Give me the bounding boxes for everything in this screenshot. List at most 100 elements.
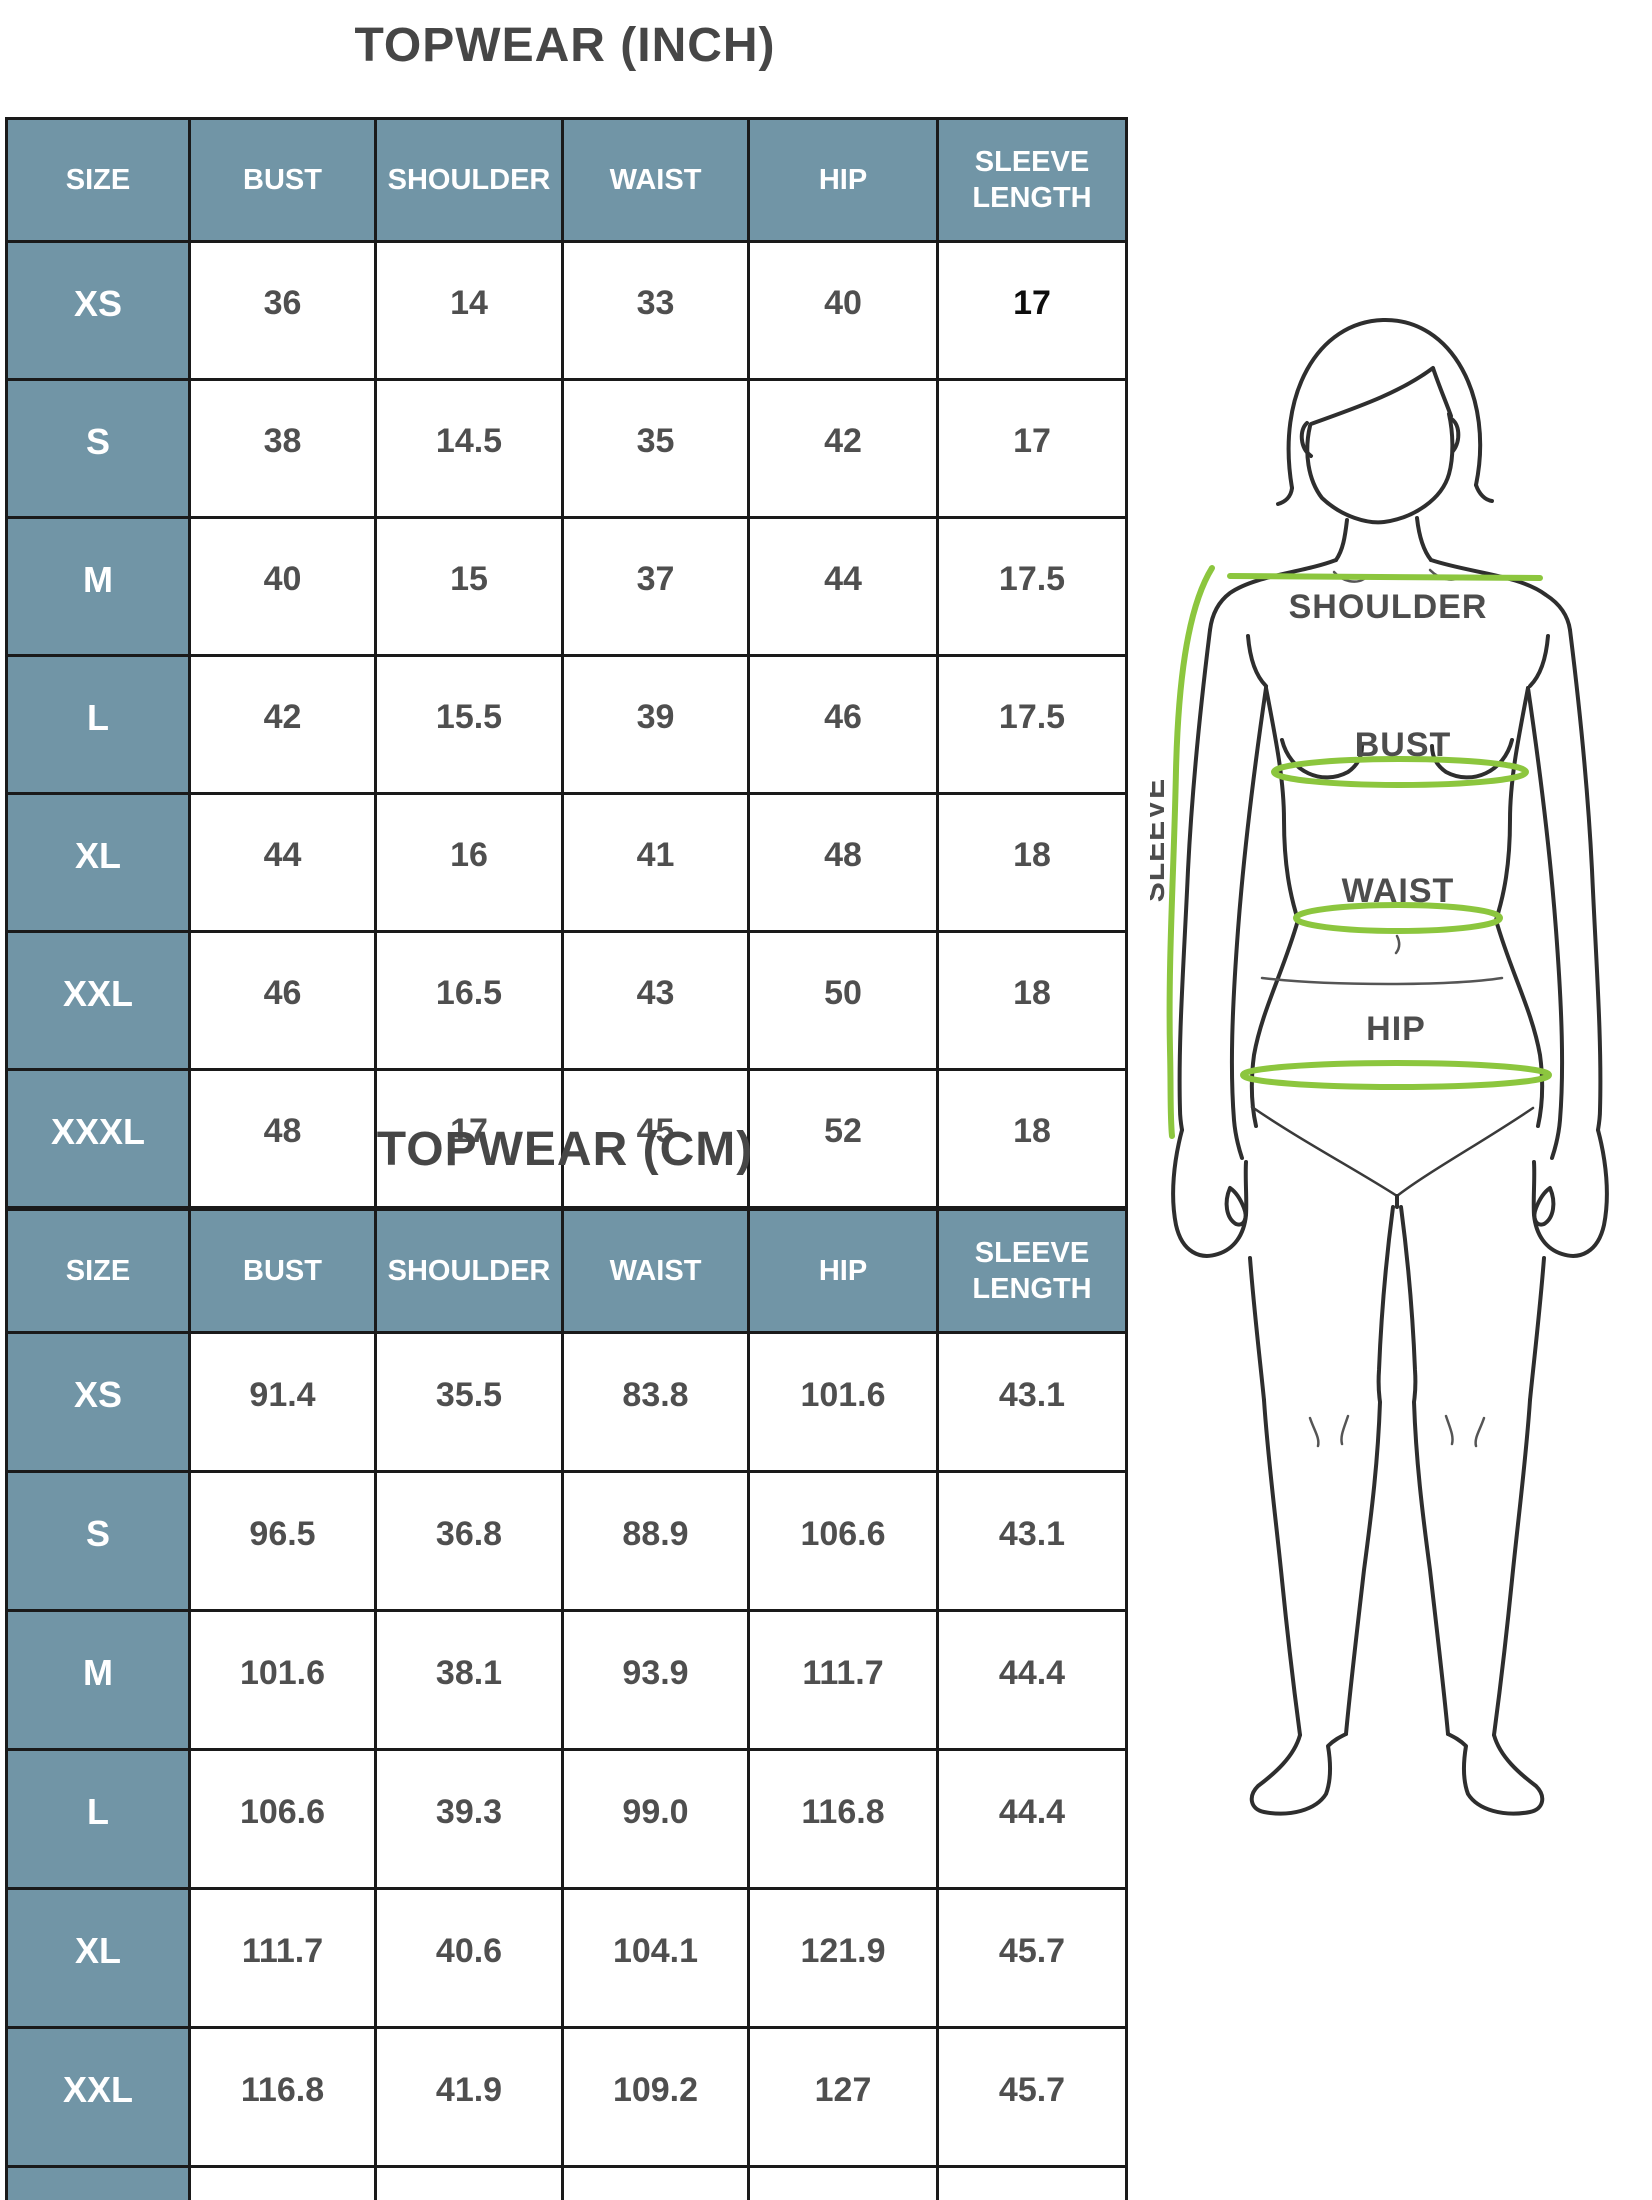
hair-outline xyxy=(1286,317,1483,490)
measurement-cell: 35 xyxy=(561,378,750,519)
hand-left xyxy=(1171,1128,1249,1258)
measurement-cell: 39 xyxy=(561,654,750,795)
panty-v-left xyxy=(1250,1105,1399,1198)
measurement-cell: 35.5 xyxy=(374,1331,564,1473)
waist-measure-ellipse xyxy=(1293,902,1503,934)
measurement-cell: 101.6 xyxy=(188,1609,377,1751)
inch-size-table: SIZE BUST SHOULDER WAIST HIP SLEEVE LENG… xyxy=(5,117,1128,1209)
size-label-cell: XL xyxy=(5,1887,191,2029)
measurement-cell: 43.1 xyxy=(936,1331,1128,1473)
neck-right xyxy=(1415,516,1433,562)
shoulder-right xyxy=(1429,558,1572,632)
measurement-cell: 104.1 xyxy=(561,1887,750,2029)
table-row-m: M 101.6 38.1 93.9 111.7 44.4 xyxy=(5,1609,1128,1751)
arm-inner-right xyxy=(1526,686,1565,1160)
table-row-s: S 38 14.5 35 42 17 xyxy=(5,378,1128,519)
foot-right xyxy=(1446,1732,1545,1816)
measurement-cell: 121.9 xyxy=(188,2165,377,2200)
bust-curve-left xyxy=(1280,738,1364,780)
measurement-cell: 41.9 xyxy=(374,2026,564,2168)
measurement-cell: 132.0 xyxy=(747,2165,939,2200)
column-header-bust: BUST xyxy=(188,1208,377,1334)
hair-tip-left xyxy=(1276,486,1294,506)
shoulder-left xyxy=(1208,558,1338,632)
measurement-cell: 17 xyxy=(374,1068,564,1209)
size-label-cell: M xyxy=(5,1609,191,1751)
measurement-cell: 15 xyxy=(374,516,564,657)
panty-top-line xyxy=(1260,976,1504,986)
size-label-cell: XXXL xyxy=(5,2165,191,2200)
measurement-cell: 16.5 xyxy=(374,930,564,1071)
size-label-cell: S xyxy=(5,378,191,519)
measurement-cell: 37 xyxy=(561,516,750,657)
leg-outer-right xyxy=(1492,1398,1532,1737)
neck-left xyxy=(1334,518,1349,562)
measurement-cell: 17.5 xyxy=(936,516,1128,657)
thumb-left xyxy=(1224,1186,1248,1227)
measurement-cell: 52 xyxy=(747,1068,939,1209)
measurement-cell: 18 xyxy=(936,1068,1128,1209)
inch-header-row: SIZE BUST SHOULDER WAIST HIP SLEEVE LENG… xyxy=(5,117,1128,243)
measurement-cell: 44.4 xyxy=(936,1609,1128,1751)
measurement-cell: 106.6 xyxy=(188,1748,377,1890)
thigh-outer-left xyxy=(1248,1256,1266,1402)
size-label-cell: L xyxy=(5,1748,191,1890)
measurement-cell: 43 xyxy=(561,930,750,1071)
table-row-xxxl: XXXL 121.9 43.1 114.3 132.0 45.7 xyxy=(5,2165,1128,2200)
column-header-sleeve-length: SLEEVE LENGTH xyxy=(936,117,1128,243)
measurement-cell: 40 xyxy=(747,240,939,381)
measurement-cell: 46 xyxy=(747,654,939,795)
measurement-cell: 17 xyxy=(936,240,1128,381)
waist-label: WAIST xyxy=(1342,872,1455,910)
measurement-cell: 96.5 xyxy=(188,1470,377,1612)
measurement-cell: 39.3 xyxy=(374,1748,564,1890)
armpit-right xyxy=(1528,634,1550,688)
table-row-xxxl: XXXL 48 17 45 52 18 xyxy=(5,1068,1128,1209)
measurement-cell: 36.8 xyxy=(374,1470,564,1612)
measurement-cell: 121.9 xyxy=(747,1887,939,2029)
column-header-hip: HIP xyxy=(747,1208,939,1334)
measurement-cell: 101.6 xyxy=(747,1331,939,1473)
measurement-cell: 48 xyxy=(747,792,939,933)
shoulder-label: SHOULDER xyxy=(1289,588,1488,626)
column-header-waist: WAIST xyxy=(561,117,750,243)
inch-table-title: TOPWEAR (INCH) xyxy=(354,19,776,72)
measurement-cell: 33 xyxy=(561,240,750,381)
table-row-xl: XL 44 16 41 48 18 xyxy=(5,792,1128,933)
table-row-l: L 42 15.5 39 46 17.5 xyxy=(5,654,1128,795)
measurement-cell: 18 xyxy=(936,792,1128,933)
ear-left xyxy=(1299,421,1313,458)
leg-outer-left xyxy=(1262,1398,1302,1737)
measurement-cell: 127 xyxy=(747,2026,939,2168)
table-row-xl: XL 111.7 40.6 104.1 121.9 45.7 xyxy=(5,1887,1128,2029)
measurement-cell: 99.0 xyxy=(561,1748,750,1890)
measurement-cell: 43.1 xyxy=(374,2165,564,2200)
cm-header-row: SIZE BUST SHOULDER WAIST HIP SLEEVE LENG… xyxy=(5,1208,1128,1334)
measurement-cell: 45.7 xyxy=(936,1887,1128,2029)
measurement-cell: 48 xyxy=(188,1068,377,1209)
knee-marks-left xyxy=(1308,1414,1350,1448)
table-row-l: L 106.6 39.3 99.0 116.8 44.4 xyxy=(5,1748,1128,1890)
arm-outer-left xyxy=(1177,628,1212,1132)
size-label-cell: XXXL xyxy=(5,1068,191,1209)
arm-inner-left xyxy=(1229,686,1268,1160)
hair-tip-right xyxy=(1474,483,1494,503)
measurement-cell: 17 xyxy=(936,378,1128,519)
measurement-cell: 40 xyxy=(188,516,377,657)
measurement-cell: 16 xyxy=(374,792,564,933)
size-label-cell: XXL xyxy=(5,930,191,1071)
measurement-cell: 38.1 xyxy=(374,1609,564,1751)
thumb-right xyxy=(1532,1186,1556,1227)
armpit-left xyxy=(1246,634,1268,688)
hair-fringe xyxy=(1309,366,1453,426)
sleeve-measure-line xyxy=(1166,565,1215,1139)
arm-outer-right xyxy=(1568,628,1603,1132)
measurement-cell: 50 xyxy=(747,930,939,1071)
table-row-xs: XS 91.4 35.5 83.8 101.6 43.1 xyxy=(5,1331,1128,1473)
hand-right xyxy=(1531,1128,1609,1258)
measurement-cell: 114.3 xyxy=(561,2165,750,2200)
measurement-cell: 42 xyxy=(747,378,939,519)
column-header-hip: HIP xyxy=(747,117,939,243)
body-outline-figure xyxy=(1171,317,1609,1816)
leg-inner-left xyxy=(1344,1205,1395,1736)
